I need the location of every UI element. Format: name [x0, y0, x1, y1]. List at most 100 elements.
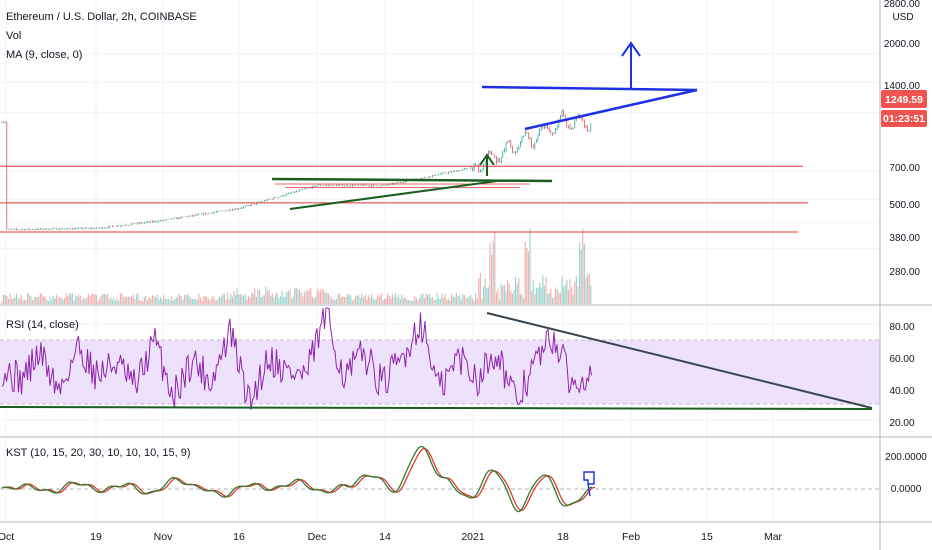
- volume-bar: [198, 294, 199, 304]
- volume-bar: [232, 297, 233, 304]
- volume-bar: [299, 289, 300, 304]
- volume-bar: [323, 290, 324, 304]
- volume-bar: [501, 283, 502, 304]
- volume-bar: [566, 280, 567, 304]
- volume-bar: [573, 295, 574, 304]
- time-tick: Oct: [0, 531, 14, 543]
- volume-bar: [69, 293, 70, 304]
- volume-bar: [389, 296, 390, 304]
- volume-bar: [86, 297, 87, 304]
- volume-bar: [283, 297, 284, 304]
- volume-bar: [203, 297, 204, 304]
- volume-bar: [144, 297, 145, 304]
- volume-bar: [345, 297, 346, 304]
- volume-bar: [320, 291, 321, 304]
- volume-bar: [286, 292, 287, 304]
- volume-bar: [475, 294, 476, 304]
- volume-bar: [94, 294, 95, 304]
- volume-bar: [5, 295, 6, 304]
- volume-bar: [384, 299, 385, 304]
- volume-bar: [16, 293, 17, 304]
- volume-bar: [280, 296, 281, 304]
- volume-bar: [275, 294, 276, 304]
- volume-bar: [397, 298, 398, 304]
- volume-bar: [587, 275, 588, 304]
- volume-bar: [171, 296, 172, 304]
- volume-bar: [22, 300, 23, 304]
- volume-bar: [248, 296, 249, 304]
- volume-bar: [128, 297, 129, 304]
- price-tick: 2800.00: [884, 0, 921, 10]
- volume-bar: [395, 293, 396, 304]
- volume-bar: [105, 295, 106, 304]
- volume-bar: [477, 298, 478, 304]
- rsi-band: [0, 340, 880, 404]
- symbol-title[interactable]: Ethereum / U.S. Dollar, 2h, COINBASE: [6, 8, 197, 27]
- price-tick: 2000.00: [884, 39, 921, 50]
- volume-bar: [62, 300, 63, 304]
- volume-bar: [246, 300, 247, 304]
- volume-bar: [19, 299, 20, 304]
- volume-bar: [197, 300, 198, 304]
- volume-bar: [467, 298, 468, 304]
- volume-bar: [267, 291, 268, 304]
- volume-bar: [377, 294, 378, 304]
- volume-bar: [502, 286, 503, 304]
- volume-bar: [102, 294, 103, 304]
- countdown-value: 01:23:51: [883, 113, 925, 125]
- volume-bar: [200, 298, 201, 304]
- volume-bar: [32, 300, 33, 304]
- volume-bar: [413, 301, 414, 304]
- volume-bar: [360, 298, 361, 304]
- volume-bar: [289, 289, 290, 304]
- volume-bar: [483, 287, 484, 304]
- volume-bar: [41, 294, 42, 304]
- volume-bar: [352, 301, 353, 304]
- volume-bar: [497, 289, 498, 304]
- volume-bar: [131, 297, 132, 304]
- volume-bar: [243, 296, 244, 304]
- rsi-legend: RSI (14, close): [6, 316, 79, 335]
- volume-bar: [54, 298, 55, 304]
- kst-title[interactable]: KST (10, 15, 20, 30, 10, 10, 10, 15, 9): [6, 444, 190, 463]
- volume-bar: [168, 299, 169, 304]
- volume-bar: [453, 296, 454, 304]
- currency-label: USD: [892, 12, 913, 23]
- volume-bar: [491, 255, 492, 304]
- volume-legend[interactable]: Vol: [6, 27, 197, 46]
- volume-bar: [101, 296, 102, 304]
- volume-bar: [185, 295, 186, 304]
- volume-bar: [145, 296, 146, 304]
- volume-bar: [373, 299, 374, 304]
- volume-bar: [174, 299, 175, 304]
- volume-bar: [217, 299, 218, 304]
- volume-bar: [224, 294, 225, 304]
- volume-bar: [8, 299, 9, 304]
- rsi-title[interactable]: RSI (14, close): [6, 316, 79, 335]
- volume-bar: [369, 298, 370, 304]
- volume-bar: [6, 296, 7, 304]
- volume-bar: [59, 298, 60, 304]
- volume-bar: [193, 299, 194, 304]
- volume-bar: [421, 295, 422, 304]
- volume-bar: [137, 293, 138, 304]
- volume-bar: [113, 298, 114, 304]
- volume-bar: [30, 296, 31, 304]
- volume-bar: [494, 231, 495, 304]
- volume-bar: [27, 293, 28, 304]
- volume-bar: [366, 300, 367, 304]
- volume-bar: [523, 298, 524, 304]
- volume-bar: [91, 294, 92, 304]
- volume-bar: [371, 294, 372, 304]
- volume-bar: [182, 300, 183, 304]
- volume-bar: [272, 294, 273, 304]
- volume-bar: [385, 298, 386, 304]
- volume-bar: [409, 300, 410, 304]
- volume-bar: [329, 296, 330, 304]
- volume-bar: [449, 301, 450, 304]
- main-legend: Ethereum / U.S. Dollar, 2h, COINBASE Vol…: [6, 8, 197, 65]
- volume-bar: [112, 300, 113, 304]
- time-tick: Nov: [154, 531, 173, 543]
- ma-legend[interactable]: MA (9, close, 0): [6, 46, 197, 65]
